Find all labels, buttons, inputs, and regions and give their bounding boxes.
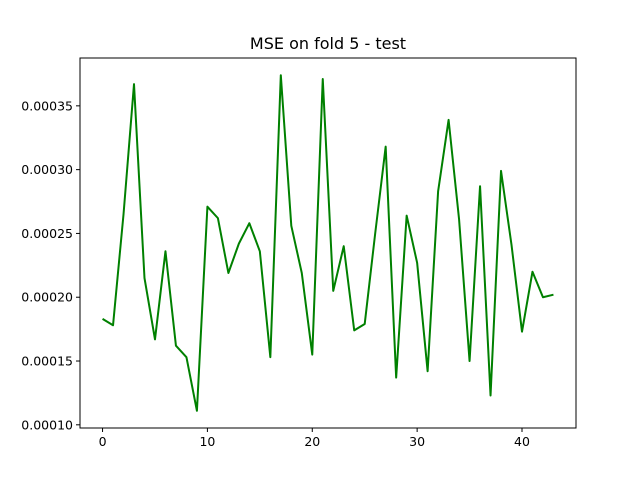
- x-tick-label: 20: [304, 434, 320, 449]
- y-tick-label: 0.00010: [21, 417, 73, 432]
- y-axis: 0.00010 0.00015 0.00020 0.00025 0.00030 0.000…: [21, 98, 80, 432]
- y-tick-label: 0.00015: [21, 354, 73, 369]
- x-tick-label: 40: [514, 434, 530, 449]
- y-tick-label: 0.00035: [21, 98, 73, 113]
- y-tick-label: 0.00030: [21, 162, 73, 177]
- y-tick-label: 0.00020: [21, 290, 73, 305]
- x-tick-label: 0: [99, 434, 107, 449]
- plot-area: [102, 74, 554, 412]
- chart-title: MSE on fold 5 - test: [250, 34, 406, 53]
- series-line-0: [102, 74, 554, 412]
- x-tick-label: 10: [199, 434, 215, 449]
- axes-frame: [79, 57, 577, 429]
- x-tick-label: 30: [409, 434, 425, 449]
- y-tick-label: 0.00025: [21, 226, 73, 241]
- x-axis: 0 10 20 30 40: [99, 428, 530, 449]
